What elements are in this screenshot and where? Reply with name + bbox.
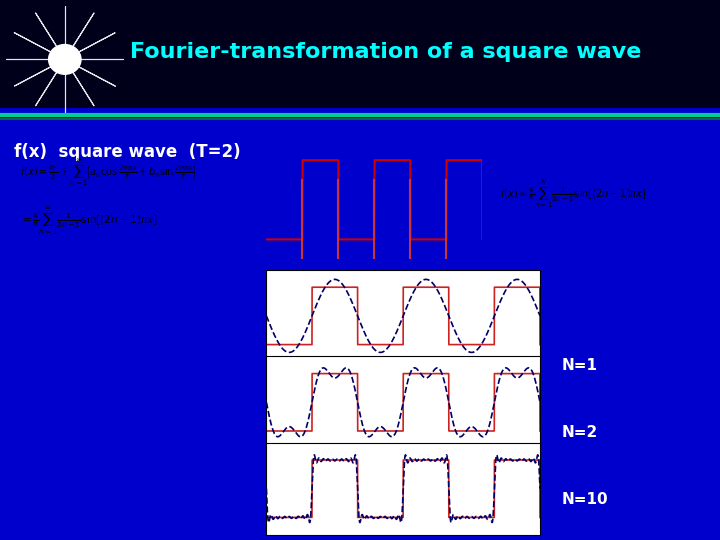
Circle shape xyxy=(48,44,81,74)
Text: N=2: N=2 xyxy=(562,425,598,440)
Text: N=1: N=1 xyxy=(562,357,598,373)
Text: Fourier-transformation of a square wave: Fourier-transformation of a square wave xyxy=(130,42,641,62)
Text: f(x)  square wave  (T=2): f(x) square wave (T=2) xyxy=(14,144,241,161)
Text: $= \frac{4}{\pi}\sum_{n=1}^{\infty}\frac{1}{2n-1}\sin[(2n-1)\pi x]$: $= \frac{4}{\pi}\sum_{n=1}^{\infty}\frac… xyxy=(20,206,158,237)
Text: N=10: N=10 xyxy=(562,492,608,508)
Text: $f(x) = \frac{a_0}{2} + \sum_{n=1}^{\infty}\left[a_n\cos\frac{2n\pi x}{T} + b_n\: $f(x) = \frac{a_0}{2} + \sum_{n=1}^{\inf… xyxy=(20,158,197,189)
Text: $f(x) \approx \frac{4}{\pi}\sum_{n=1}^{N}\frac{1}{2n-1}\sin[(2n-1)\pi x]$: $f(x) \approx \frac{4}{\pi}\sum_{n=1}^{N… xyxy=(500,178,647,210)
